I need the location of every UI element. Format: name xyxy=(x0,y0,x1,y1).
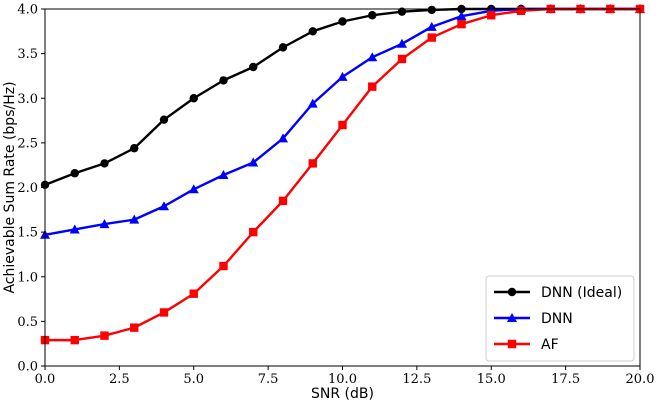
y-tick-label: 4.0 xyxy=(17,3,38,18)
x-tick-label: 15.0 xyxy=(477,372,506,387)
data-point xyxy=(397,38,407,48)
data-point xyxy=(249,227,258,237)
data-point xyxy=(159,308,169,317)
x-tick-label: 0.0 xyxy=(35,372,56,387)
data-point xyxy=(368,82,377,91)
data-point xyxy=(507,287,517,297)
data-point xyxy=(159,115,169,124)
data-point xyxy=(487,11,496,20)
data-point xyxy=(308,159,317,168)
data-point xyxy=(397,7,407,16)
y-axis-label: Achievable Sum Rate (bps/Hz) xyxy=(2,81,18,293)
data-point xyxy=(426,21,437,31)
data-point xyxy=(427,5,436,15)
data-point xyxy=(278,133,288,143)
y-tick-label: 1.5 xyxy=(17,226,38,241)
legend-item: AF xyxy=(494,337,559,353)
data-point xyxy=(249,62,258,72)
x-axis-label: SNR (dB) xyxy=(311,386,374,402)
y-tick-label: 3.5 xyxy=(17,47,38,62)
data-point xyxy=(507,313,517,322)
x-tick-label: 5.0 xyxy=(183,372,204,387)
legend-label: DNN xyxy=(541,311,573,327)
series-line xyxy=(44,7,640,186)
data-point xyxy=(130,144,139,153)
data-point xyxy=(130,323,139,332)
data-point xyxy=(189,289,198,298)
data-point xyxy=(188,184,199,194)
data-point xyxy=(218,170,229,180)
y-tick-label: 0.5 xyxy=(17,315,38,330)
data-point xyxy=(456,11,467,21)
x-tick-label: 7.5 xyxy=(258,372,279,387)
legend-item: DNN xyxy=(494,311,573,327)
x-tick-label: 2.5 xyxy=(109,372,130,387)
x-tick-label: 10.0 xyxy=(328,372,357,387)
data-point xyxy=(219,261,228,271)
axis-ticks: 0.0 2.5 5.0 7.5 10.0 12.5 15.0 17.5 20.0 0.0 0.5 1.… xyxy=(17,3,654,388)
legend-label: DNN (Ideal) xyxy=(541,285,622,301)
data-point xyxy=(219,76,228,85)
data-point xyxy=(308,27,317,36)
data-point xyxy=(248,157,259,167)
data-point xyxy=(338,17,347,26)
data-point xyxy=(100,159,109,168)
data-point xyxy=(278,196,288,206)
y-tick-label: 0.0 xyxy=(17,360,38,375)
legend-box xyxy=(485,275,635,362)
x-tick-label: 17.5 xyxy=(551,372,580,387)
y-tick-label: 1.0 xyxy=(17,270,38,285)
data-point xyxy=(397,54,407,64)
data-point xyxy=(129,214,140,224)
x-tick-label: 12.5 xyxy=(402,372,431,387)
data-point xyxy=(99,219,110,229)
data-point xyxy=(189,94,198,103)
x-tick-label: 20.0 xyxy=(626,372,655,387)
data-point xyxy=(368,11,377,20)
data-point xyxy=(307,98,318,108)
data-point xyxy=(516,6,526,15)
data-point xyxy=(69,224,80,234)
y-tick-label: 3.0 xyxy=(17,92,38,107)
legend: DNN (Ideal) DNN AF xyxy=(485,275,635,362)
data-point xyxy=(70,335,79,345)
data-point xyxy=(367,52,378,62)
data-point xyxy=(457,19,466,29)
data-point xyxy=(338,120,347,130)
data-point xyxy=(159,201,169,211)
y-tick-label: 2.0 xyxy=(17,181,38,196)
legend-item: DNN (Ideal) xyxy=(494,285,622,301)
data-point xyxy=(507,339,517,349)
series-0 xyxy=(40,4,645,190)
y-tick-label: 2.5 xyxy=(17,136,38,151)
data-point xyxy=(278,43,288,52)
data-point xyxy=(70,169,79,178)
legend-label: AF xyxy=(541,337,559,353)
data-point xyxy=(100,331,109,340)
data-point xyxy=(427,33,436,42)
data-point xyxy=(337,71,348,81)
